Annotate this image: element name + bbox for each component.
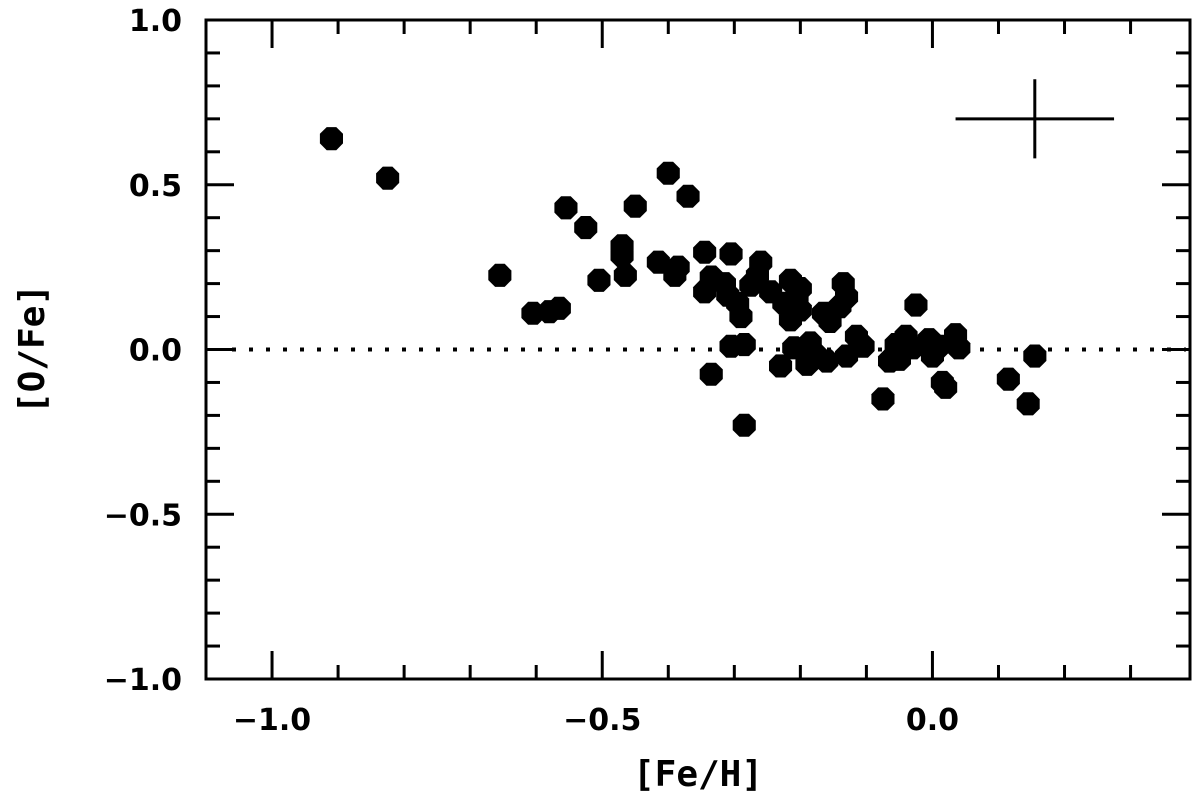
data-point xyxy=(719,242,743,266)
y-axis-ticks: 1.0 0.5 0.0 −0.5 −1.0 xyxy=(104,4,1190,698)
data-point xyxy=(996,367,1020,391)
x-tick-label: −1.0 xyxy=(233,703,311,738)
data-point xyxy=(488,263,512,287)
data-point xyxy=(871,387,895,411)
data-point xyxy=(732,333,756,357)
data-point xyxy=(1016,392,1040,416)
data-point xyxy=(656,161,680,185)
data-point xyxy=(547,296,571,320)
data-point xyxy=(749,250,773,274)
data-point xyxy=(934,375,958,399)
x-axis-label: [Fe/H] xyxy=(633,754,763,795)
y-tick-label: −0.5 xyxy=(104,498,182,533)
data-point xyxy=(835,285,859,309)
data-point xyxy=(729,305,753,329)
y-tick-label: 0.5 xyxy=(129,169,182,204)
data-point xyxy=(623,194,647,218)
x-tick-label: 0.0 xyxy=(906,703,959,738)
data-point xyxy=(947,336,971,360)
data-point xyxy=(732,413,756,437)
data-point xyxy=(788,298,812,322)
data-point xyxy=(610,244,634,268)
data-point xyxy=(693,240,717,264)
data-point xyxy=(815,349,839,373)
y-tick-label: −1.0 xyxy=(104,663,182,698)
data-point xyxy=(613,263,637,287)
y-tick-label: 1.0 xyxy=(129,4,182,39)
data-point xyxy=(554,196,578,220)
data-point xyxy=(1023,344,1047,368)
y-axis-label: [O/Fe] xyxy=(12,284,53,414)
data-point xyxy=(574,216,598,240)
y-tick-label: 0.0 xyxy=(129,334,182,369)
data-point xyxy=(699,362,723,386)
data-point xyxy=(376,166,400,190)
x-tick-label: −0.5 xyxy=(563,703,641,738)
data-point xyxy=(587,268,611,292)
data-point xyxy=(769,354,793,378)
data-point xyxy=(904,293,928,317)
data-point xyxy=(851,334,875,358)
error-bar-cross xyxy=(955,79,1115,159)
data-point xyxy=(927,334,951,358)
x-axis-ticks: −1.0 −0.5 0.0 xyxy=(204,20,1133,738)
data-point xyxy=(319,127,343,151)
data-point xyxy=(666,255,690,279)
data-point xyxy=(676,184,700,208)
data-point xyxy=(646,250,670,274)
data-points xyxy=(319,127,1047,437)
data-point xyxy=(788,277,812,301)
